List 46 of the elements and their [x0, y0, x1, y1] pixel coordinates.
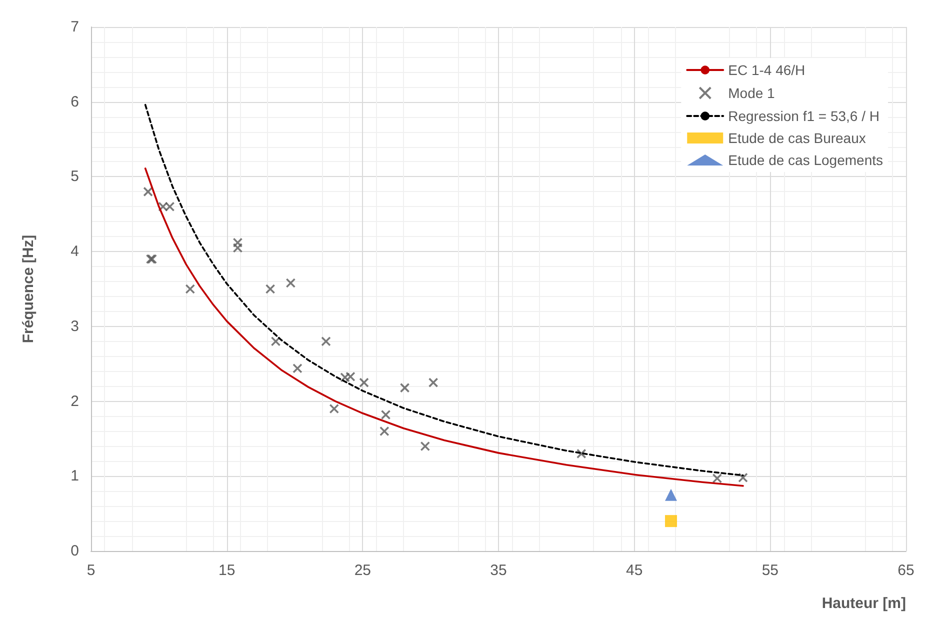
x-tick-label: 55 — [762, 562, 779, 579]
point — [265, 284, 276, 294]
point — [380, 410, 391, 420]
legend-label: Mode 1 — [728, 85, 776, 101]
y-tick-label: 7 — [70, 18, 79, 36]
point — [158, 202, 168, 212]
y-tick-label: 5 — [70, 168, 79, 186]
line-series — [144, 168, 744, 487]
point — [576, 448, 586, 459]
point — [359, 378, 369, 388]
point — [665, 515, 678, 528]
y-tick-label: 6 — [70, 93, 79, 110]
legend-label: Etude de cas Bureaux — [728, 130, 866, 146]
point — [665, 488, 678, 501]
point — [164, 202, 175, 212]
x-tick-label: 15 — [218, 562, 236, 579]
y-tick-label: 2 — [70, 392, 79, 410]
point — [321, 336, 331, 346]
point — [400, 382, 410, 393]
point — [346, 372, 356, 382]
point — [428, 378, 438, 388]
point — [270, 336, 281, 346]
point — [420, 441, 430, 452]
y-tick-label: 4 — [70, 243, 79, 260]
legend-label: Etude de cas Logements — [728, 152, 884, 168]
x-tick-label: 45 — [626, 562, 643, 579]
point — [738, 472, 748, 483]
y-axis-title: Fréquence [Hz] — [20, 234, 37, 344]
point — [185, 284, 196, 294]
point — [340, 372, 350, 382]
x-tick-label: 35 — [490, 562, 507, 579]
point — [329, 404, 340, 414]
y-tick-label: 3 — [70, 318, 79, 335]
x-tick-label: 25 — [354, 562, 372, 579]
legend-label: EC 1-4 46/H — [728, 62, 806, 78]
x-tick-label: 5 — [86, 562, 96, 579]
point — [380, 426, 390, 436]
point — [712, 473, 722, 484]
y-tick-label: 0 — [70, 542, 79, 560]
x-axis-title: Hauteur [m] — [822, 595, 906, 612]
x-tick-label: 65 — [898, 562, 914, 579]
y-tick-label: 1 — [70, 468, 79, 485]
point — [292, 363, 302, 374]
point — [286, 278, 296, 288]
point — [143, 186, 153, 197]
legend-label: Regression f1 = 53,6 / H — [728, 108, 880, 124]
